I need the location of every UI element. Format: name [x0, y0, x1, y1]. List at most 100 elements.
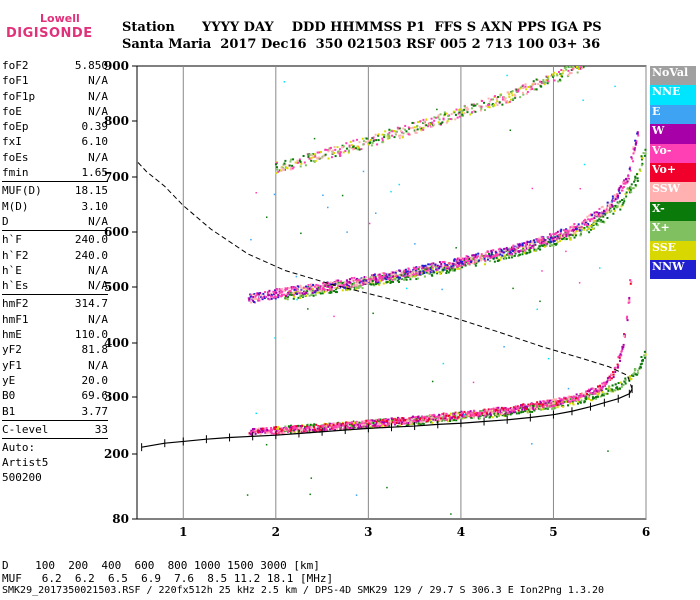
echo-point — [434, 263, 437, 266]
echo-point — [595, 397, 598, 400]
echo-point — [542, 82, 545, 85]
echo-point — [616, 363, 619, 366]
echo-point — [481, 414, 484, 417]
echo-point — [395, 419, 398, 422]
echo-point — [411, 275, 414, 278]
echo-point — [399, 419, 402, 422]
echo-point — [299, 165, 302, 168]
echo-point — [577, 67, 580, 70]
echo-point — [449, 262, 452, 265]
echo-point — [262, 427, 265, 430]
echo-point — [475, 413, 478, 416]
echo-point — [610, 373, 613, 376]
muf-row: MUF 6.2 6.2 6.5 6.9 7.6 8.5 11.2 18.1 [M… — [2, 572, 334, 585]
echo-point — [629, 169, 632, 172]
echo-point — [542, 238, 545, 241]
echo-point — [420, 129, 423, 132]
echo-point — [584, 218, 587, 221]
echo-point — [475, 253, 478, 256]
echo-point — [317, 425, 320, 428]
noise-echo — [341, 194, 344, 197]
echo-point — [300, 162, 303, 165]
echo-point — [419, 270, 422, 273]
echo-point — [516, 246, 519, 249]
echo-point — [466, 109, 469, 112]
echo-point — [539, 408, 542, 411]
echo-point — [498, 101, 501, 104]
echo-point — [502, 257, 505, 260]
echo-point — [323, 428, 326, 431]
echo-point — [564, 397, 567, 400]
echo-point — [561, 398, 564, 401]
echo-point — [579, 225, 582, 228]
echo-point — [543, 245, 546, 248]
echo-point — [501, 103, 504, 106]
echo-point — [386, 423, 389, 426]
echo-point — [532, 80, 535, 83]
echo-point — [606, 392, 609, 395]
echo-point — [439, 113, 442, 116]
echo-point — [533, 82, 536, 85]
echo-point — [368, 425, 371, 428]
echo-point — [480, 410, 483, 413]
echo-point — [567, 396, 570, 399]
echo-point — [561, 72, 564, 75]
echo-point — [393, 421, 396, 424]
echo-point — [397, 128, 400, 131]
echo-point — [288, 290, 291, 293]
echo-point — [557, 70, 560, 73]
echo-point — [486, 413, 489, 416]
echo-point — [503, 247, 506, 250]
echo-point — [636, 131, 639, 134]
echo-point — [361, 283, 364, 286]
echo-point — [480, 256, 483, 259]
echo-point — [428, 272, 431, 275]
echo-point — [505, 101, 508, 104]
echo-point — [508, 249, 511, 252]
echo-point — [343, 427, 346, 430]
echo-point — [508, 256, 511, 259]
echo-point — [413, 268, 416, 271]
echo-point — [505, 411, 508, 414]
echo-point — [631, 157, 634, 160]
echo-point — [352, 279, 355, 282]
echo-point — [462, 417, 465, 420]
echo-point — [493, 103, 496, 106]
echo-point — [610, 203, 613, 206]
echo-point — [410, 418, 413, 421]
echo-point — [638, 168, 641, 171]
echo-point — [324, 284, 327, 287]
echo-point — [524, 250, 527, 253]
echo-point — [335, 287, 338, 290]
echo-point — [599, 384, 602, 387]
echo-point — [614, 383, 617, 386]
param-name: foF1p — [2, 89, 36, 103]
echo-point — [281, 287, 284, 290]
echo-point — [576, 395, 579, 398]
echo-point — [528, 404, 531, 407]
echo-point — [391, 130, 394, 133]
echo-point — [640, 362, 643, 365]
echo-point — [414, 131, 417, 134]
echo-point — [467, 262, 470, 265]
echo-point — [591, 217, 594, 220]
echo-point — [643, 354, 646, 357]
echo-point — [496, 409, 499, 412]
echo-point — [515, 412, 518, 415]
param-value: N/A — [88, 214, 108, 228]
echo-point — [461, 266, 464, 269]
echo-point — [452, 415, 455, 418]
echo-point — [463, 261, 466, 264]
echo-point — [292, 158, 295, 161]
echo-point — [512, 97, 515, 100]
echo-point — [308, 287, 311, 290]
echo-point — [310, 293, 313, 296]
noise-echo — [296, 298, 298, 301]
echo-point — [551, 237, 554, 240]
echo-point — [493, 260, 496, 263]
echo-point — [481, 99, 484, 102]
echo-point — [631, 374, 634, 377]
echo-point — [538, 407, 541, 410]
noise-echo — [265, 216, 268, 218]
echo-point — [626, 181, 629, 184]
